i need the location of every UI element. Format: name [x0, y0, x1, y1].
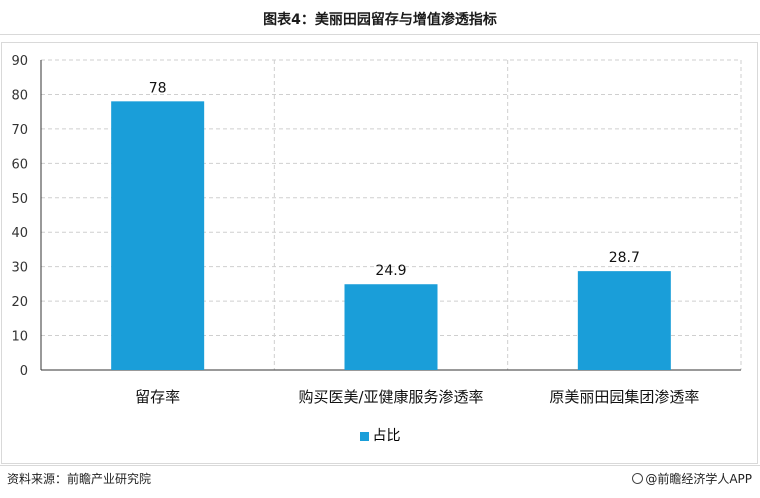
y-tick-label: 10 [11, 330, 28, 345]
y-tick-label: 60 [11, 157, 28, 172]
bar [344, 284, 438, 370]
y-tick-label: 90 [11, 54, 28, 69]
bar [577, 271, 671, 370]
data-label: 78 [149, 80, 167, 96]
x-category-label: 原美丽田园集团渗透率 [549, 388, 699, 406]
credit-note: @前瞻经济学人APP [632, 470, 752, 487]
legend-label: 占比 [372, 428, 401, 444]
chart-frame [1, 42, 758, 464]
x-category-label: 购买医美/亚健康服务渗透率 [298, 388, 483, 406]
y-tick-label: 0 [20, 364, 28, 379]
x-category-label: 留存率 [135, 388, 180, 406]
y-tick-label: 50 [11, 192, 28, 207]
y-tick-label: 70 [11, 123, 28, 138]
legend-swatch [359, 431, 369, 441]
y-tick-label: 30 [11, 261, 28, 276]
data-label: 24.9 [375, 263, 406, 279]
y-tick-label: 20 [11, 295, 28, 310]
y-tick-label: 80 [11, 88, 28, 103]
chart-title: 图表4：美丽田园留存与增值渗透指标 [263, 12, 497, 28]
bar [111, 101, 205, 370]
title-divider [0, 34, 760, 35]
brand-icon [632, 473, 644, 484]
y-tick-label: 40 [11, 226, 28, 241]
legend: 占比 [0, 425, 760, 445]
footer-divider [0, 465, 760, 466]
credit-text: @前瞻经济学人APP [645, 472, 752, 486]
data-label: 28.7 [609, 250, 640, 266]
source-note: 资料来源：前瞻产业研究院 [7, 472, 152, 486]
